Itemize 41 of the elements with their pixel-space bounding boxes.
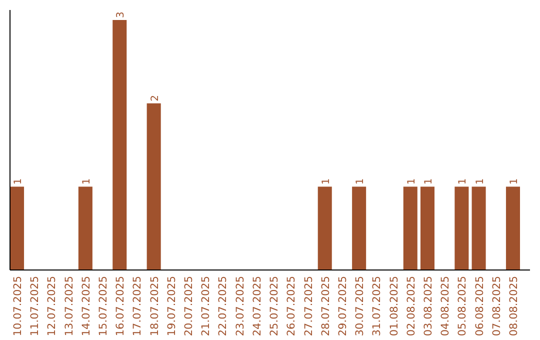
data-label: 2	[150, 94, 161, 102]
x-tick-label: 25.07.2025	[268, 276, 281, 336]
data-label: 1	[406, 178, 418, 185]
x-tick-label: 30.07.2025	[354, 276, 366, 336]
x-tick-label: 26.07.2025	[286, 276, 298, 336]
x-tick-label: 21.07.2025	[200, 276, 212, 336]
data-label: 1	[13, 178, 24, 185]
x-tick-label: 03.08.2025	[422, 276, 434, 336]
data-label: 3	[116, 12, 127, 18]
x-tick-label: 20.07.2025	[183, 276, 196, 336]
x-tick-label: 31.07.2025	[371, 276, 384, 336]
x-tick-label: 28.07.2025	[320, 276, 332, 336]
x-tick-label: 15.07.2025	[98, 276, 110, 336]
x-tick-label: 06.08.2025	[474, 276, 486, 336]
x-tick-label: 14.07.2025	[80, 276, 92, 336]
x-tick-label: 27.07.2025	[302, 276, 315, 336]
x-tick-label: 02.08.2025	[405, 276, 418, 336]
x-tick-label: 16.07.2025	[114, 276, 127, 336]
x-tick-label: 07.08.2025	[490, 276, 503, 336]
x-tick-label: 11.07.2025	[29, 276, 42, 336]
x-tick-label: 08.08.2025	[508, 276, 520, 336]
x-tick-label: 29.07.2025	[336, 276, 349, 336]
data-label: 1	[355, 178, 366, 185]
data-label: 1	[423, 178, 434, 185]
x-tick-label: 10.07.2025	[12, 276, 24, 336]
data-label: 1	[508, 178, 520, 185]
x-tick-label: 12.07.2025	[46, 276, 58, 336]
x-tick-label: 22.07.2025	[217, 276, 230, 336]
x-tick-label: 18.07.2025	[148, 276, 161, 336]
x-tick-label: 24.07.2025	[251, 276, 264, 336]
x-tick-label: 17.07.2025	[132, 276, 144, 336]
data-label: 1	[320, 178, 332, 185]
x-tick-label: 04.08.2025	[440, 276, 452, 336]
x-tick-label: 01.08.2025	[388, 276, 400, 336]
x-tick-label: 13.07.2025	[63, 276, 76, 336]
data-label: 1	[458, 178, 469, 185]
data-label: 1	[474, 178, 486, 185]
x-tick-label: 23.07.2025	[234, 276, 246, 336]
x-tick-label: 05.08.2025	[456, 276, 469, 336]
x-tick-label: 19.07.2025	[166, 276, 178, 336]
data-label: 1	[81, 178, 92, 185]
